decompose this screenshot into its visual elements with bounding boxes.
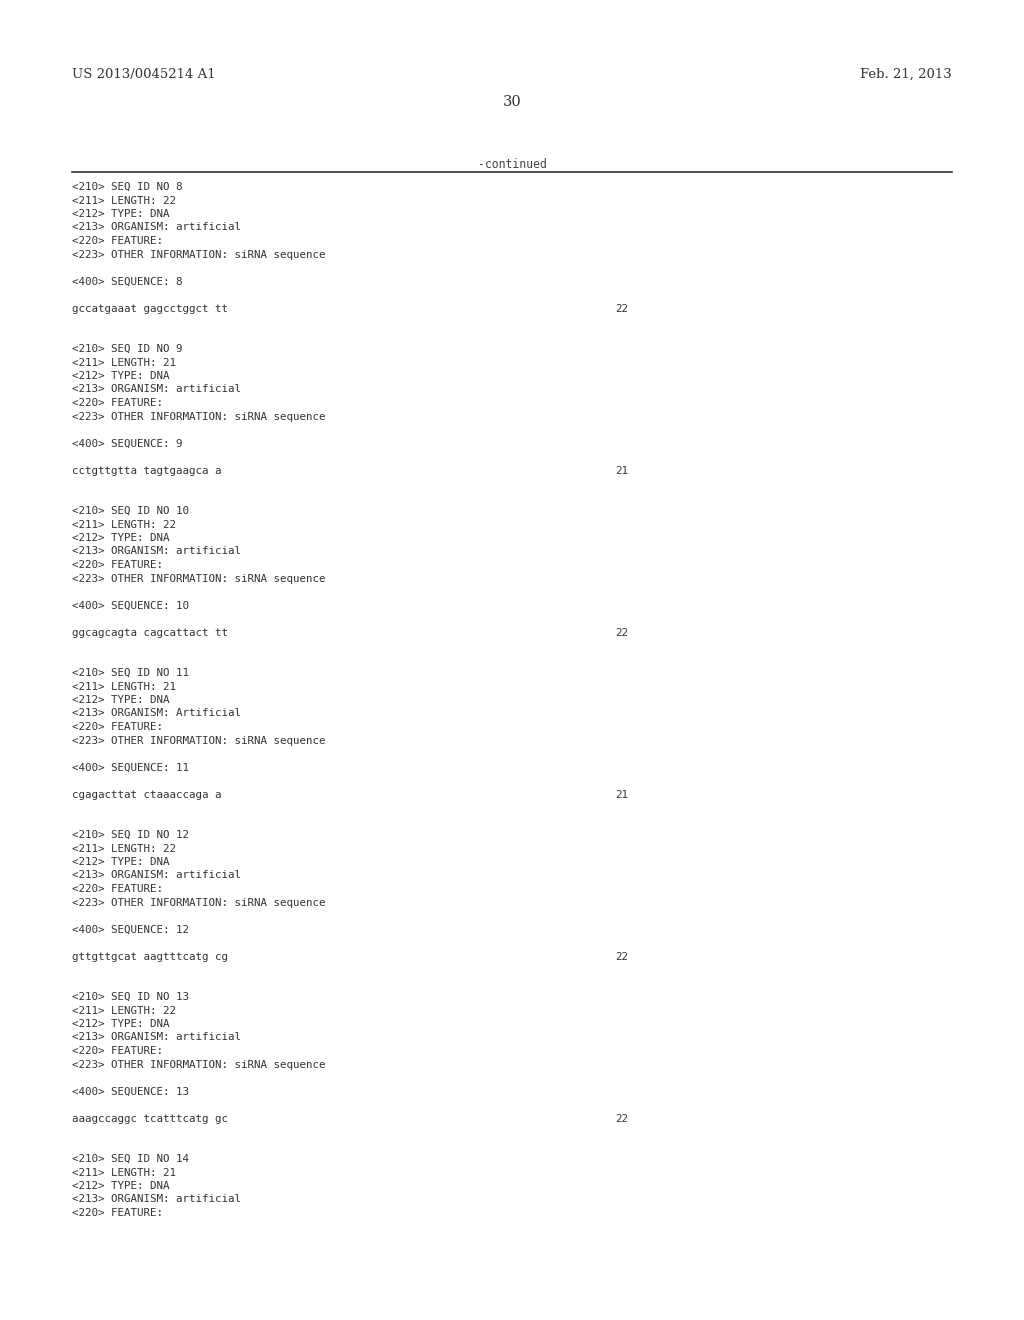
Text: <223> OTHER INFORMATION: siRNA sequence: <223> OTHER INFORMATION: siRNA sequence — [72, 412, 326, 421]
Text: <400> SEQUENCE: 11: <400> SEQUENCE: 11 — [72, 763, 189, 772]
Text: cgagacttat ctaaaccaga a: cgagacttat ctaaaccaga a — [72, 789, 221, 800]
Text: <213> ORGANISM: artificial: <213> ORGANISM: artificial — [72, 223, 241, 232]
Text: <212> TYPE: DNA: <212> TYPE: DNA — [72, 696, 170, 705]
Text: <213> ORGANISM: artificial: <213> ORGANISM: artificial — [72, 546, 241, 557]
Text: cctgttgtta tagtgaagca a: cctgttgtta tagtgaagca a — [72, 466, 221, 475]
Text: <220> FEATURE:: <220> FEATURE: — [72, 884, 163, 894]
Text: <223> OTHER INFORMATION: siRNA sequence: <223> OTHER INFORMATION: siRNA sequence — [72, 1060, 326, 1069]
Text: <400> SEQUENCE: 12: <400> SEQUENCE: 12 — [72, 924, 189, 935]
Text: <211> LENGTH: 21: <211> LENGTH: 21 — [72, 1167, 176, 1177]
Text: <211> LENGTH: 22: <211> LENGTH: 22 — [72, 843, 176, 854]
Text: <213> ORGANISM: artificial: <213> ORGANISM: artificial — [72, 870, 241, 880]
Text: <211> LENGTH: 22: <211> LENGTH: 22 — [72, 1006, 176, 1015]
Text: ggcagcagta cagcattact tt: ggcagcagta cagcattact tt — [72, 627, 228, 638]
Text: 22: 22 — [615, 627, 628, 638]
Text: <212> TYPE: DNA: <212> TYPE: DNA — [72, 857, 170, 867]
Text: <210> SEQ ID NO 11: <210> SEQ ID NO 11 — [72, 668, 189, 678]
Text: 21: 21 — [615, 466, 628, 475]
Text: Feb. 21, 2013: Feb. 21, 2013 — [860, 69, 952, 81]
Text: <220> FEATURE:: <220> FEATURE: — [72, 399, 163, 408]
Text: <220> FEATURE:: <220> FEATURE: — [72, 722, 163, 733]
Text: <400> SEQUENCE: 8: <400> SEQUENCE: 8 — [72, 276, 182, 286]
Text: gttgttgcat aagtttcatg cg: gttgttgcat aagtttcatg cg — [72, 952, 228, 961]
Text: 21: 21 — [615, 789, 628, 800]
Text: <223> OTHER INFORMATION: siRNA sequence: <223> OTHER INFORMATION: siRNA sequence — [72, 573, 326, 583]
Text: <210> SEQ ID NO 13: <210> SEQ ID NO 13 — [72, 993, 189, 1002]
Text: <223> OTHER INFORMATION: siRNA sequence: <223> OTHER INFORMATION: siRNA sequence — [72, 249, 326, 260]
Text: <210> SEQ ID NO 12: <210> SEQ ID NO 12 — [72, 830, 189, 840]
Text: US 2013/0045214 A1: US 2013/0045214 A1 — [72, 69, 216, 81]
Text: <213> ORGANISM: artificial: <213> ORGANISM: artificial — [72, 1195, 241, 1204]
Text: <210> SEQ ID NO 9: <210> SEQ ID NO 9 — [72, 345, 182, 354]
Text: <213> ORGANISM: artificial: <213> ORGANISM: artificial — [72, 1032, 241, 1043]
Text: <211> LENGTH: 21: <211> LENGTH: 21 — [72, 681, 176, 692]
Text: 22: 22 — [615, 952, 628, 961]
Text: <212> TYPE: DNA: <212> TYPE: DNA — [72, 209, 170, 219]
Text: <212> TYPE: DNA: <212> TYPE: DNA — [72, 1181, 170, 1191]
Text: <211> LENGTH: 21: <211> LENGTH: 21 — [72, 358, 176, 367]
Text: gccatgaaat gagcctggct tt: gccatgaaat gagcctggct tt — [72, 304, 228, 314]
Text: <220> FEATURE:: <220> FEATURE: — [72, 560, 163, 570]
Text: <212> TYPE: DNA: <212> TYPE: DNA — [72, 533, 170, 543]
Text: <213> ORGANISM: artificial: <213> ORGANISM: artificial — [72, 384, 241, 395]
Text: <212> TYPE: DNA: <212> TYPE: DNA — [72, 371, 170, 381]
Text: <220> FEATURE:: <220> FEATURE: — [72, 1208, 163, 1218]
Text: <210> SEQ ID NO 14: <210> SEQ ID NO 14 — [72, 1154, 189, 1164]
Text: <211> LENGTH: 22: <211> LENGTH: 22 — [72, 520, 176, 529]
Text: 22: 22 — [615, 1114, 628, 1123]
Text: <220> FEATURE:: <220> FEATURE: — [72, 1045, 163, 1056]
Text: <210> SEQ ID NO 8: <210> SEQ ID NO 8 — [72, 182, 182, 191]
Text: <211> LENGTH: 22: <211> LENGTH: 22 — [72, 195, 176, 206]
Text: <212> TYPE: DNA: <212> TYPE: DNA — [72, 1019, 170, 1030]
Text: <400> SEQUENCE: 10: <400> SEQUENCE: 10 — [72, 601, 189, 610]
Text: <223> OTHER INFORMATION: siRNA sequence: <223> OTHER INFORMATION: siRNA sequence — [72, 735, 326, 746]
Text: 30: 30 — [503, 95, 521, 110]
Text: <400> SEQUENCE: 9: <400> SEQUENCE: 9 — [72, 438, 182, 449]
Text: -continued: -continued — [477, 158, 547, 172]
Text: aaagccaggc tcatttcatg gc: aaagccaggc tcatttcatg gc — [72, 1114, 228, 1123]
Text: 22: 22 — [615, 304, 628, 314]
Text: <210> SEQ ID NO 10: <210> SEQ ID NO 10 — [72, 506, 189, 516]
Text: <220> FEATURE:: <220> FEATURE: — [72, 236, 163, 246]
Text: <223> OTHER INFORMATION: siRNA sequence: <223> OTHER INFORMATION: siRNA sequence — [72, 898, 326, 908]
Text: <213> ORGANISM: Artificial: <213> ORGANISM: Artificial — [72, 709, 241, 718]
Text: <400> SEQUENCE: 13: <400> SEQUENCE: 13 — [72, 1086, 189, 1097]
